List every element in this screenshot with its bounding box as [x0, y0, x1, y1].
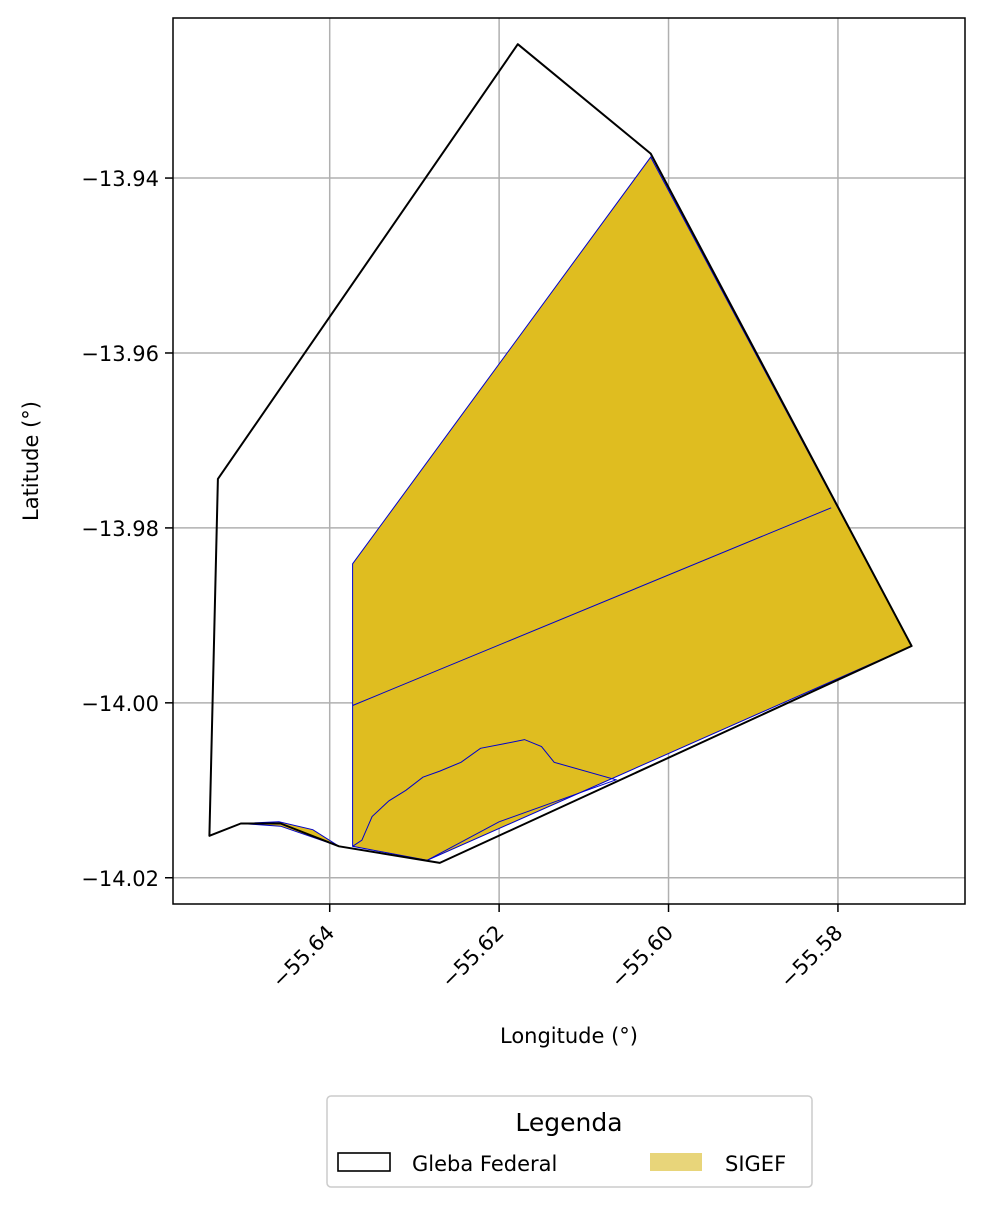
sigef-division-line [352, 507, 832, 706]
legend-swatch-gleba-federal [337, 1152, 391, 1172]
legend: Legenda Gleba Federal SIGEF [326, 1095, 813, 1188]
y-tick-label-2: −13.98 [81, 517, 159, 541]
y-tick-label-3: −14.00 [81, 692, 159, 716]
sigef-parcel-main [352, 156, 913, 861]
legend-label-gleba-federal: Gleba Federal [412, 1152, 557, 1176]
legend-swatch-sigef [650, 1153, 702, 1171]
legend-label-sigef: SIGEF [725, 1152, 786, 1176]
y-tick-label-4: −14.02 [81, 867, 159, 891]
y-axis-title: Latitude (°) [19, 401, 43, 521]
legend-title: Legenda [515, 1108, 622, 1137]
gleba-federal-outline [208, 43, 913, 864]
y-tick-label-1: −13.96 [81, 342, 159, 366]
sigef-inner-boundary [352, 739, 618, 861]
y-tick-label-0: −13.94 [81, 167, 159, 191]
x-axis-title: Longitude (°) [500, 1024, 638, 1048]
map-layers [208, 43, 913, 864]
plot-frame [172, 17, 966, 905]
y-axis-ticks: −13.94 −13.96 −13.98 −14.00 −14.02 [81, 167, 173, 891]
